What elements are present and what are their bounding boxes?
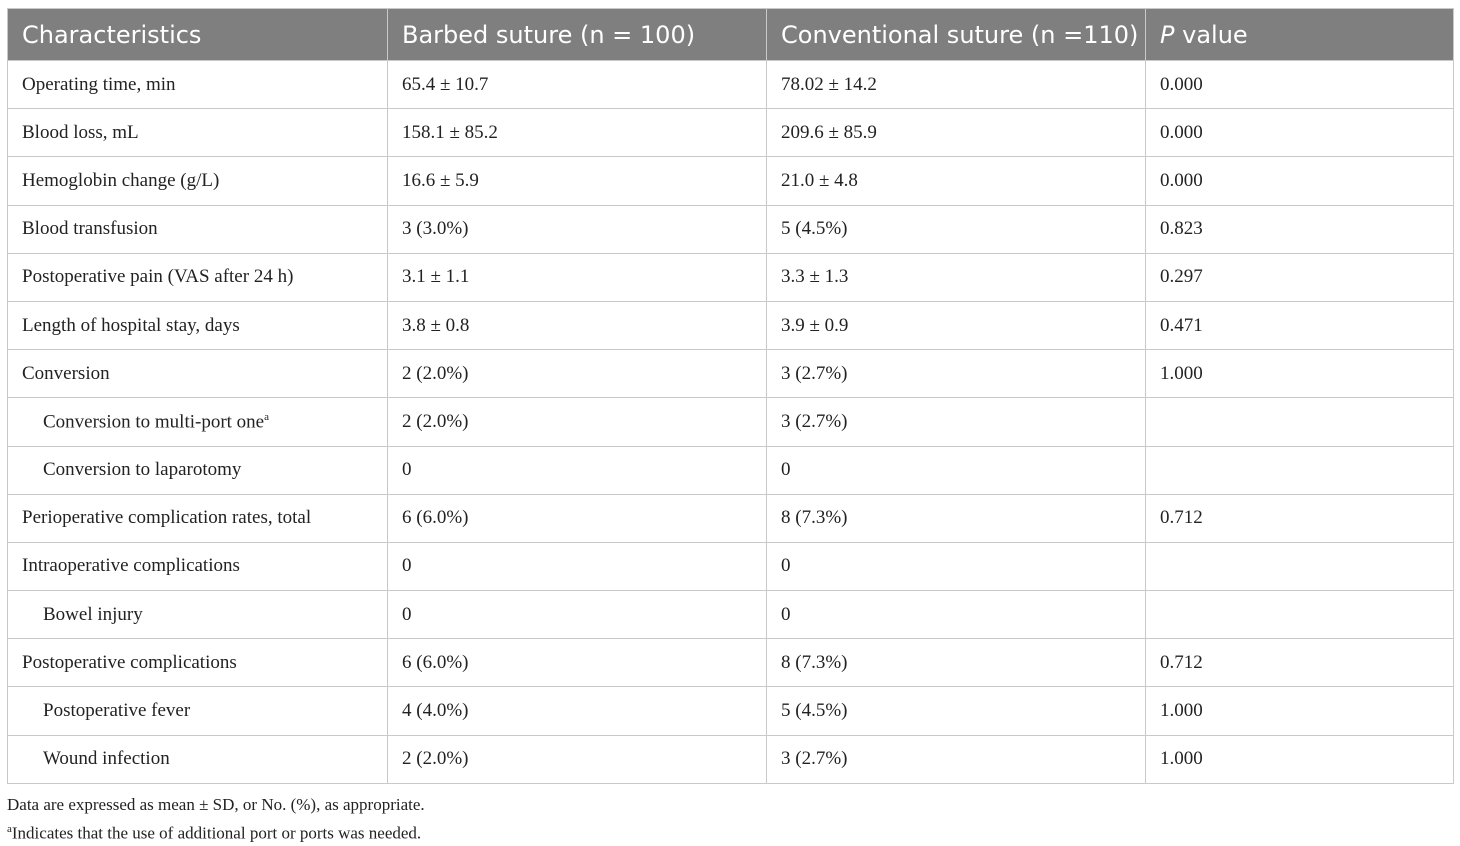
cell: 8 (7.3%) bbox=[766, 638, 1146, 688]
cell: Intraoperative complications bbox=[7, 541, 388, 592]
cell: 0.000 bbox=[1145, 59, 1454, 110]
table-row: Blood loss, mL 158.1 ± 85.2 209.6 ± 85.9 0.… bbox=[7, 108, 1454, 158]
cell: 16.6 ± 5.9 bbox=[387, 156, 767, 206]
cell: Postoperative fever bbox=[7, 686, 388, 736]
cell: Wound infection bbox=[7, 734, 388, 784]
table-header: Characteristics Barbed suture (n = 100) Co… bbox=[7, 8, 1454, 61]
table-row: Length of hospital stay, days 3.8 ± 0.8 3.… bbox=[7, 300, 1454, 351]
cell: 0 bbox=[766, 541, 1146, 592]
table-row: Postoperative complications 6 (6.0%) 8 (7.… bbox=[7, 638, 1454, 688]
empty-cell bbox=[1145, 541, 1454, 592]
superscript: a bbox=[264, 410, 270, 423]
cell: 0.471 bbox=[1145, 300, 1454, 351]
table-row: Conversion to laparotomy 0 0 bbox=[7, 445, 1454, 495]
cell: 5 (4.5%) bbox=[766, 204, 1146, 254]
cell: 2 (2.0%) bbox=[387, 349, 767, 399]
cell: 0.000 bbox=[1145, 156, 1454, 206]
cell: 0 bbox=[387, 590, 767, 640]
table-row: Conversion to multi-port onea 2 (2.0%) 3 (… bbox=[7, 397, 1454, 447]
cell-text: Conversion to multi-port one bbox=[43, 411, 265, 433]
table-row: Perioperative complication rates, total 6… bbox=[7, 493, 1454, 543]
table-row: Bowel injury 0 0 bbox=[7, 590, 1454, 640]
cell: Blood transfusion bbox=[7, 204, 388, 254]
cell: 1.000 bbox=[1145, 349, 1454, 399]
header-cell: P value bbox=[1145, 8, 1454, 61]
cell: 2 (2.0%) bbox=[387, 734, 767, 784]
table-row: Postoperative pain (VAS after 24 h) 3.1 ±… bbox=[7, 252, 1454, 302]
superscript: a bbox=[7, 823, 12, 835]
cell: Length of hospital stay, days bbox=[7, 300, 388, 351]
empty-cell bbox=[1145, 397, 1454, 447]
cell: 0.297 bbox=[1145, 252, 1454, 302]
footnote-text: Indicates that the use of additional por… bbox=[11, 823, 422, 843]
cell: 3 (2.7%) bbox=[766, 349, 1146, 399]
header-cell: Barbed suture (n = 100) bbox=[387, 8, 767, 61]
cell: Conversion to multi-port onea bbox=[7, 397, 388, 447]
cell: Conversion to laparotomy bbox=[7, 445, 388, 495]
cell: 1.000 bbox=[1145, 686, 1454, 736]
header-text: value bbox=[1174, 20, 1248, 49]
cell: 3 (3.0%) bbox=[387, 204, 767, 254]
cell: 3.8 ± 0.8 bbox=[387, 300, 767, 351]
cell: 0.712 bbox=[1145, 493, 1454, 543]
cell: 1.000 bbox=[1145, 734, 1454, 784]
results-table: Characteristics Barbed suture (n = 100) Co… bbox=[7, 8, 1454, 784]
cell: 4 (4.0%) bbox=[387, 686, 767, 736]
cell: 3.9 ± 0.9 bbox=[766, 300, 1146, 351]
cell: 8 (7.3%) bbox=[766, 493, 1146, 543]
cell: 0 bbox=[766, 445, 1146, 495]
cell: Hemoglobin change (g/L) bbox=[7, 156, 388, 206]
cell: 21.0 ± 4.8 bbox=[766, 156, 1146, 206]
empty-cell bbox=[1145, 445, 1454, 495]
cell: 2 (2.0%) bbox=[387, 397, 767, 447]
table-row: Postoperative fever 4 (4.0%) 5 (4.5%) 1.000 bbox=[7, 686, 1454, 736]
cell: 0 bbox=[387, 445, 767, 495]
cell: 0.823 bbox=[1145, 204, 1454, 254]
cell: Postoperative pain (VAS after 24 h) bbox=[7, 252, 388, 302]
cell: 0 bbox=[387, 541, 767, 592]
table-row: Wound infection 2 (2.0%) 3 (2.7%) 1.000 bbox=[7, 734, 1454, 784]
cell: Bowel injury bbox=[7, 590, 388, 640]
cell: 0.000 bbox=[1145, 108, 1454, 158]
cell: 158.1 ± 85.2 bbox=[387, 108, 767, 158]
cell: 65.4 ± 10.7 bbox=[387, 59, 767, 110]
cell: Operating time, min bbox=[7, 59, 388, 110]
cell: 6 (6.0%) bbox=[387, 638, 767, 688]
table-row: Operating time, min 65.4 ± 10.7 78.02 ± 14… bbox=[7, 59, 1454, 110]
table-wrap: Characteristics Barbed suture (n = 100) Co… bbox=[7, 8, 1454, 784]
cell: 209.6 ± 85.9 bbox=[766, 108, 1146, 158]
table-row: Blood transfusion 3 (3.0%) 5 (4.5%) 0.823 bbox=[7, 204, 1454, 254]
footnotes: Data are expressed as mean ± SD, or No. … bbox=[7, 792, 425, 846]
cell: 3 (2.7%) bbox=[766, 734, 1146, 784]
header-cell: Characteristics bbox=[7, 8, 388, 61]
cell: 3.1 ± 1.1 bbox=[387, 252, 767, 302]
table-row: Intraoperative complications 0 0 bbox=[7, 541, 1454, 592]
header-cell: Conventional suture (n =110) bbox=[766, 8, 1146, 61]
cell: Perioperative complication rates, total bbox=[7, 493, 388, 543]
cell: 0 bbox=[766, 590, 1146, 640]
cell: Postoperative complications bbox=[7, 638, 388, 688]
header-italic: P bbox=[1160, 20, 1175, 49]
footnote: aIndicates that the use of additional po… bbox=[7, 817, 425, 846]
cell: 3 (2.7%) bbox=[766, 397, 1146, 447]
cell: Conversion bbox=[7, 349, 388, 399]
cell: 0.712 bbox=[1145, 638, 1454, 688]
table-body: Operating time, min 65.4 ± 10.7 78.02 ± 14… bbox=[7, 59, 1454, 784]
cell: 6 (6.0%) bbox=[387, 493, 767, 543]
cell: 78.02 ± 14.2 bbox=[766, 59, 1146, 110]
header-row: Characteristics Barbed suture (n = 100) Co… bbox=[7, 8, 1454, 61]
cell: Blood loss, mL bbox=[7, 108, 388, 158]
table-row: Hemoglobin change (g/L) 16.6 ± 5.9 21.0 ± … bbox=[7, 156, 1454, 206]
footnote-text: Data are expressed as mean ± SD, or No. … bbox=[7, 795, 425, 814]
table-row: Conversion 2 (2.0%) 3 (2.7%) 1.000 bbox=[7, 349, 1454, 399]
cell: 5 (4.5%) bbox=[766, 686, 1146, 736]
cell: 3.3 ± 1.3 bbox=[766, 252, 1146, 302]
footnote: Data are expressed as mean ± SD, or No. … bbox=[7, 792, 425, 817]
empty-cell bbox=[1145, 590, 1454, 640]
